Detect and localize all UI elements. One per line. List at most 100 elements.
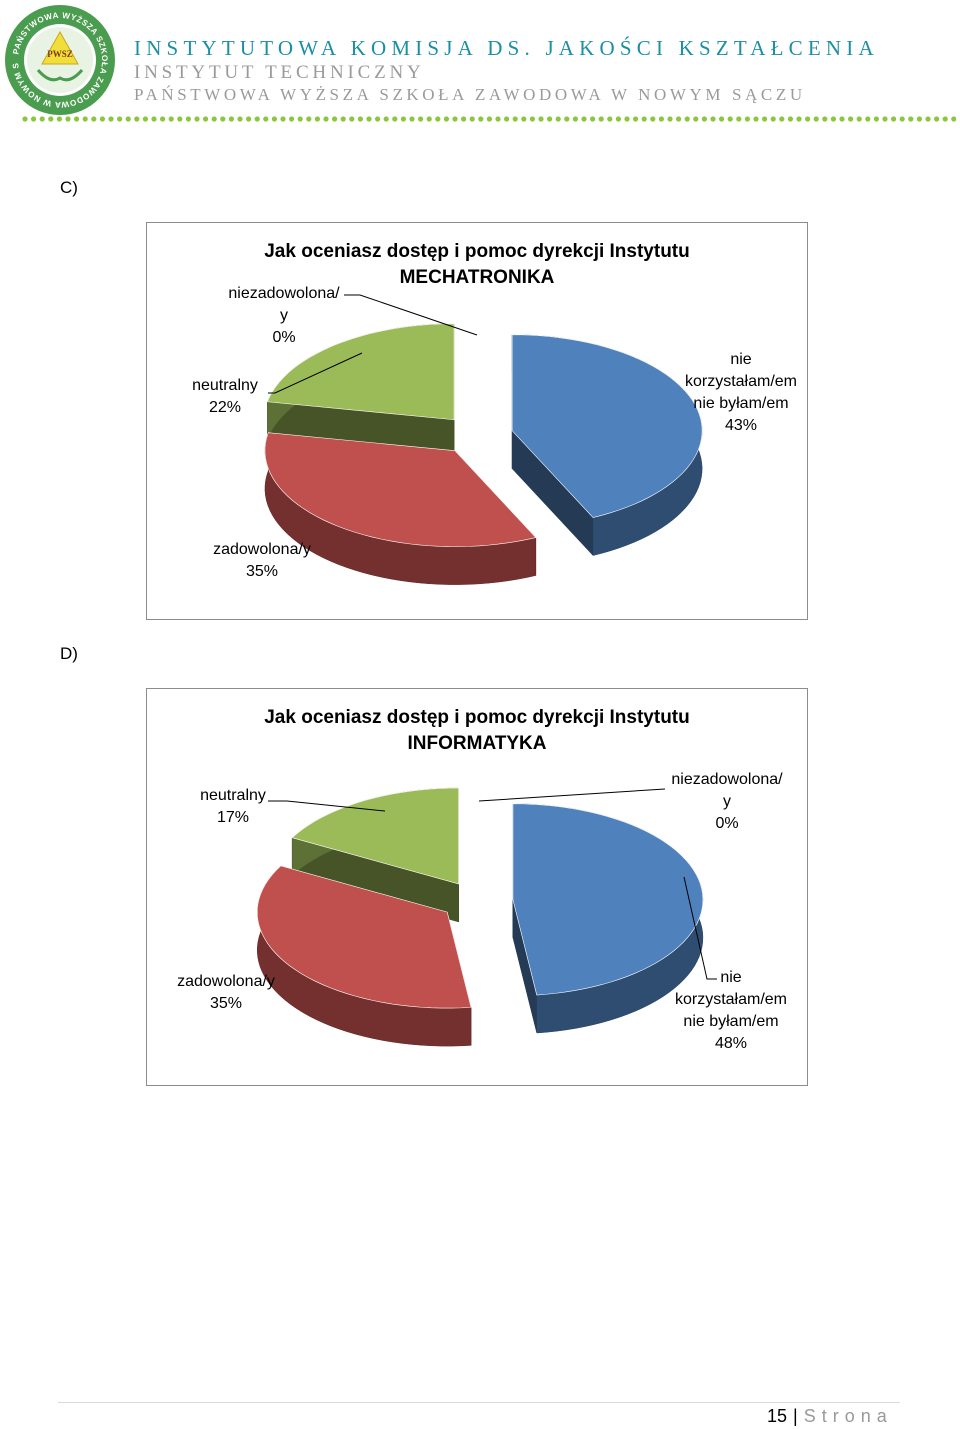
data-label-text: neutralny (192, 377, 258, 394)
divider-dot (882, 116, 888, 122)
data-label-value: 48% (714, 1035, 748, 1052)
divider-dot (168, 116, 174, 122)
divider-dot (796, 116, 802, 122)
divider-dot (452, 116, 458, 122)
page-header: PAŃSTWOWA WYŻSZA SZKOŁA ZAWODOWA W NOWYM… (0, 0, 960, 128)
divider-dot (899, 116, 905, 122)
data-label-niezadowolona: niezadowolona/ y 0% (219, 283, 349, 349)
pie-slice-neutralny (266, 323, 455, 421)
divider-dot (598, 116, 604, 122)
pie-slice-zadowolona (256, 865, 472, 1009)
divider-dot (22, 116, 28, 122)
divider-dot (572, 116, 579, 122)
divider-dot (770, 116, 776, 122)
data-label-text: zadowolona/y (213, 541, 311, 558)
divider-dot (357, 116, 363, 122)
section-label-c: C) (60, 178, 78, 197)
data-label-text: nie (720, 969, 742, 986)
divider-dot (667, 116, 673, 122)
divider-dot (74, 116, 80, 122)
divider-dot (340, 116, 346, 122)
logo-badge: PWSZ (47, 49, 73, 59)
divider-dot (323, 116, 329, 122)
pwsz-logo: PAŃSTWOWA WYŻSZA SZKOŁA ZAWODOWA W NOWYM… (4, 4, 115, 115)
divider-dot (521, 116, 527, 122)
divider-dot (418, 116, 424, 122)
divider-dot (108, 116, 114, 122)
leader-line-neutralny (268, 800, 386, 812)
divider-dot (160, 116, 166, 122)
data-label-text: nie byłam/em (693, 395, 789, 412)
data-label-text: y (280, 307, 288, 324)
divider-dot (486, 116, 492, 122)
divider-dot (607, 116, 613, 122)
data-label-value: 43% (724, 417, 758, 434)
divider-dot (684, 116, 690, 122)
divider-dot (297, 116, 303, 122)
divider-dot (366, 116, 372, 122)
data-label-text: zadowolona/y (177, 973, 275, 990)
divider-dot (228, 116, 234, 122)
pie-slice-zadowolona (264, 432, 537, 547)
pie-svg-informatyka (256, 787, 717, 1047)
leader-line-niezadowolona (344, 294, 478, 336)
divider-dot (443, 116, 449, 122)
divider-dot (125, 116, 131, 122)
divider-dot (856, 116, 862, 122)
divider-dot (676, 116, 682, 122)
divider-dot (400, 116, 406, 122)
divider-dot (151, 116, 157, 122)
page-number: 15 (767, 1406, 788, 1426)
divider-dot (727, 116, 733, 122)
leader-line-neutralny (268, 352, 363, 394)
data-label-neutralny: neutralny 17% (191, 785, 275, 829)
divider-dot (538, 116, 544, 122)
header-school: PAŃSTWOWA WYŻSZA SZKOŁA ZAWODOWA W NOWYM… (134, 85, 806, 104)
divider-dot (839, 116, 845, 122)
chart-title-line-2: INFORMATYKA (407, 733, 547, 754)
divider-dot (658, 116, 665, 122)
data-label-value: 17% (216, 809, 250, 826)
chart-title: Jak oceniasz dostęp i pomoc dyrekcji Ins… (147, 705, 807, 757)
divider-dot (848, 116, 854, 122)
divider-dot (211, 116, 217, 122)
divider-dot (908, 116, 914, 122)
divider-dot (719, 116, 725, 122)
divider-dot (951, 116, 956, 122)
divider-dot (254, 116, 260, 122)
divider-dot (701, 116, 708, 122)
divider-dot (263, 116, 269, 122)
divider-dot (873, 116, 880, 122)
divider-dot (529, 116, 535, 122)
data-label-nie-korzystal: nie korzystałam/em nie byłam/em 43% (671, 349, 811, 437)
divider-dot (314, 116, 320, 122)
divider-dot (787, 116, 794, 122)
divider-dot (426, 116, 432, 122)
data-label-text: y (723, 793, 731, 810)
divider-dot (117, 116, 123, 122)
divider-dot (91, 116, 97, 122)
section-label-d: D) (60, 644, 78, 663)
divider-dot (48, 116, 54, 122)
data-label-text: korzystałam/em (674, 991, 788, 1008)
pie-slice-nie-korzystal (511, 334, 703, 518)
divider-dot (349, 116, 355, 122)
divider-dot (203, 116, 209, 122)
chart-informatyka: Jak oceniasz dostęp i pomoc dyrekcji Ins… (146, 688, 808, 1086)
divider-dot (237, 116, 243, 122)
divider-dot (547, 116, 553, 122)
chart-title: Jak oceniasz dostęp i pomoc dyrekcji Ins… (147, 239, 807, 291)
divider-dot (289, 116, 295, 122)
divider-dot (805, 116, 811, 122)
data-label-text: niezadowolona/ (228, 285, 340, 302)
divider-dot (641, 116, 647, 122)
data-label-value: 22% (208, 399, 242, 416)
divider-dot (461, 116, 467, 122)
divider-dot (512, 116, 518, 122)
divider-dot (942, 116, 948, 122)
divider-dot (99, 116, 105, 122)
divider-dot (271, 116, 277, 122)
divider-dot (392, 116, 398, 122)
data-label-text: neutralny (200, 787, 266, 804)
leader-line-niezadowolona (478, 788, 666, 802)
